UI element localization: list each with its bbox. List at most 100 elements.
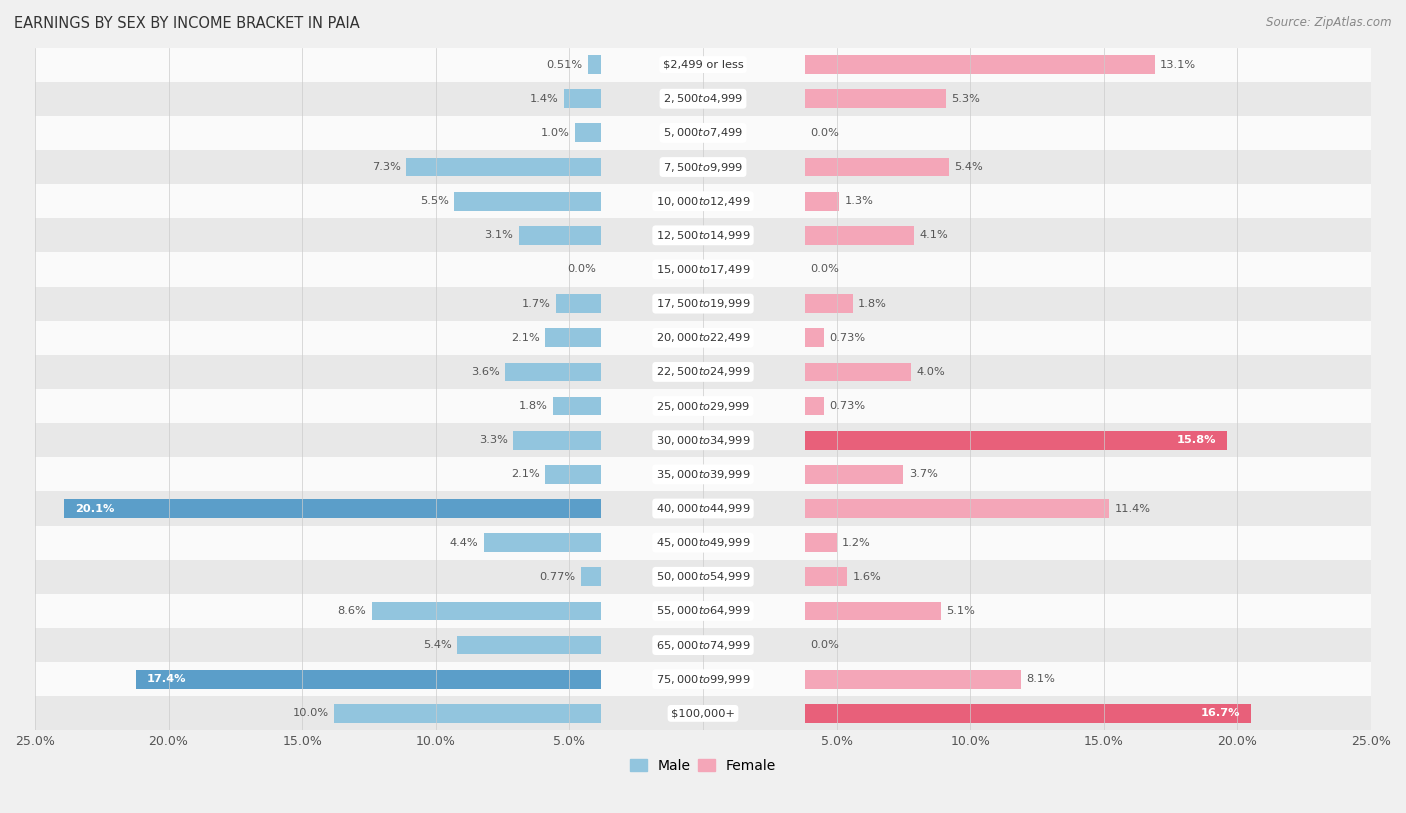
Bar — [335, 704, 602, 723]
Bar — [454, 192, 602, 211]
Bar — [35, 696, 1371, 730]
Text: 20.1%: 20.1% — [75, 503, 114, 514]
Text: 1.8%: 1.8% — [519, 401, 548, 411]
Text: $12,500 to $14,999: $12,500 to $14,999 — [655, 228, 751, 241]
Bar — [804, 602, 941, 620]
Bar — [804, 226, 914, 245]
Bar — [804, 465, 904, 484]
Bar — [457, 636, 602, 654]
Text: EARNINGS BY SEX BY INCOME BRACKET IN PAIA: EARNINGS BY SEX BY INCOME BRACKET IN PAI… — [14, 16, 360, 31]
Bar — [35, 559, 1371, 593]
Bar — [546, 328, 602, 347]
Text: Source: ZipAtlas.com: Source: ZipAtlas.com — [1267, 16, 1392, 29]
Bar — [35, 354, 1371, 389]
Text: 4.0%: 4.0% — [917, 367, 945, 377]
Text: 16.7%: 16.7% — [1201, 708, 1240, 719]
Text: 0.51%: 0.51% — [547, 59, 582, 70]
Bar — [588, 55, 602, 74]
Bar — [575, 124, 602, 142]
Bar — [35, 389, 1371, 423]
Bar — [35, 150, 1371, 184]
Bar — [35, 286, 1371, 320]
Text: 0.73%: 0.73% — [830, 333, 866, 343]
Bar — [505, 363, 602, 381]
Text: 5.3%: 5.3% — [952, 93, 980, 104]
Text: $45,000 to $49,999: $45,000 to $49,999 — [655, 536, 751, 549]
Text: 8.6%: 8.6% — [337, 606, 367, 616]
Text: 0.0%: 0.0% — [567, 264, 596, 275]
Bar — [564, 89, 602, 108]
Text: $15,000 to $17,499: $15,000 to $17,499 — [655, 263, 751, 276]
Bar — [35, 457, 1371, 491]
Bar — [804, 567, 848, 586]
Text: 4.1%: 4.1% — [920, 230, 948, 241]
Bar — [804, 328, 824, 347]
Text: 3.7%: 3.7% — [908, 469, 938, 480]
Bar — [35, 423, 1371, 457]
Text: 0.0%: 0.0% — [810, 264, 839, 275]
Bar — [804, 397, 824, 415]
Bar — [804, 670, 1021, 689]
Bar — [35, 628, 1371, 662]
Text: 2.1%: 2.1% — [512, 333, 540, 343]
Text: $65,000 to $74,999: $65,000 to $74,999 — [655, 638, 751, 651]
Bar — [804, 89, 946, 108]
Text: 1.6%: 1.6% — [852, 572, 882, 582]
Text: $22,500 to $24,999: $22,500 to $24,999 — [655, 365, 751, 378]
Bar — [804, 55, 1154, 74]
Bar — [554, 397, 602, 415]
Bar — [546, 465, 602, 484]
Bar — [513, 431, 602, 450]
Text: $5,000 to $7,499: $5,000 to $7,499 — [664, 126, 742, 139]
Text: 1.0%: 1.0% — [540, 128, 569, 138]
Text: 17.4%: 17.4% — [148, 674, 187, 685]
Bar — [804, 294, 852, 313]
Text: $55,000 to $64,999: $55,000 to $64,999 — [655, 604, 751, 617]
Bar — [804, 363, 911, 381]
Bar — [35, 491, 1371, 525]
Text: 11.4%: 11.4% — [1115, 503, 1150, 514]
Text: 5.4%: 5.4% — [423, 640, 451, 650]
Bar — [555, 294, 602, 313]
Text: 15.8%: 15.8% — [1177, 435, 1216, 446]
Text: 2.1%: 2.1% — [512, 469, 540, 480]
Bar — [35, 218, 1371, 252]
Text: 8.1%: 8.1% — [1026, 674, 1056, 685]
Text: $35,000 to $39,999: $35,000 to $39,999 — [655, 467, 751, 480]
Text: 13.1%: 13.1% — [1160, 59, 1197, 70]
Text: 5.1%: 5.1% — [946, 606, 974, 616]
Bar — [35, 525, 1371, 559]
Bar — [406, 158, 602, 176]
Bar — [35, 81, 1371, 115]
Bar — [804, 158, 949, 176]
Bar — [35, 320, 1371, 354]
Bar — [35, 593, 1371, 628]
Text: 1.7%: 1.7% — [522, 298, 551, 309]
Bar — [804, 499, 1109, 518]
Bar — [35, 662, 1371, 696]
Bar — [484, 533, 602, 552]
Bar — [804, 704, 1251, 723]
Text: 0.73%: 0.73% — [830, 401, 866, 411]
Text: 3.3%: 3.3% — [479, 435, 508, 446]
Text: 4.4%: 4.4% — [450, 537, 478, 548]
Text: $17,500 to $19,999: $17,500 to $19,999 — [655, 297, 751, 310]
Text: 1.2%: 1.2% — [842, 537, 870, 548]
Bar — [35, 115, 1371, 150]
Bar — [136, 670, 602, 689]
Text: $50,000 to $54,999: $50,000 to $54,999 — [655, 570, 751, 583]
Bar — [35, 47, 1371, 81]
Text: $100,000+: $100,000+ — [671, 708, 735, 719]
Bar — [65, 499, 602, 518]
Text: $10,000 to $12,499: $10,000 to $12,499 — [655, 194, 751, 207]
Text: 0.77%: 0.77% — [540, 572, 575, 582]
Bar — [519, 226, 602, 245]
Bar — [804, 192, 839, 211]
Bar — [371, 602, 602, 620]
Legend: Male, Female: Male, Female — [624, 753, 782, 778]
Text: $25,000 to $29,999: $25,000 to $29,999 — [655, 399, 751, 412]
Text: 3.6%: 3.6% — [471, 367, 501, 377]
Text: 0.0%: 0.0% — [810, 640, 839, 650]
Text: $2,499 or less: $2,499 or less — [662, 59, 744, 70]
Bar — [35, 252, 1371, 286]
